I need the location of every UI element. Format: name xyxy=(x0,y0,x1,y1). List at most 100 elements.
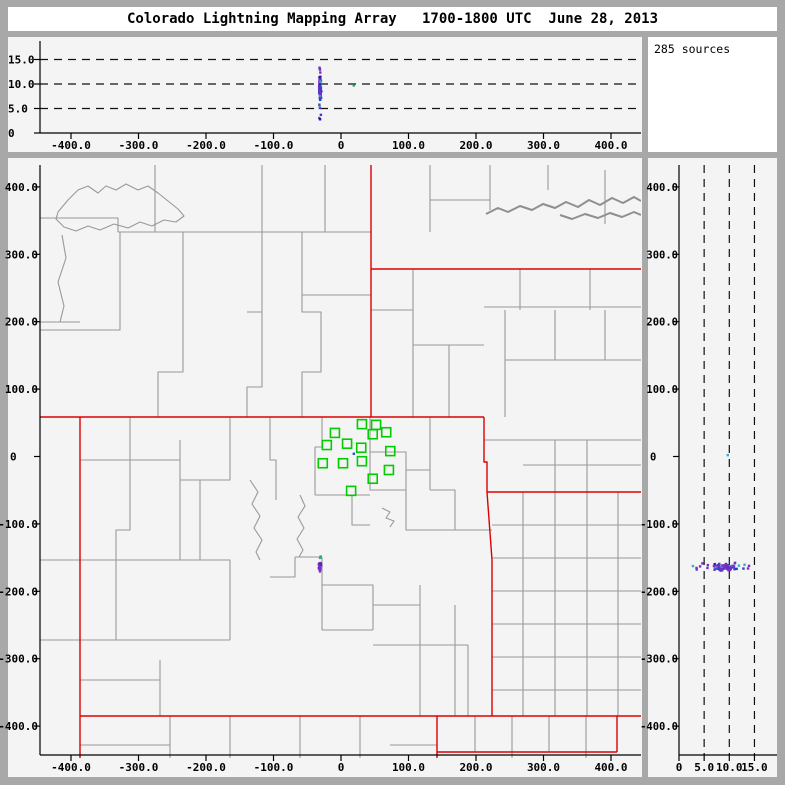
ew-distance-tick-label: -300.0 xyxy=(119,761,159,774)
ns-distance-tick-label: 300.0 xyxy=(646,249,678,261)
source-point xyxy=(698,565,702,568)
ew-distance-tick-label: -100.0 xyxy=(254,761,294,774)
source-point xyxy=(717,565,720,569)
lma-station-marker xyxy=(367,473,379,485)
ns-distance-tick-label: 100.0 xyxy=(5,383,38,396)
source-point xyxy=(318,116,321,120)
source-point xyxy=(318,66,321,69)
source-point xyxy=(318,94,322,98)
altitude-tick-label: 0 xyxy=(8,127,15,140)
altitude-tick-label: 0 xyxy=(676,761,683,774)
altitude-tick-label: 15.0 xyxy=(741,761,768,774)
source-point xyxy=(713,568,716,571)
ew-distance-tick-label: 400.0 xyxy=(594,139,627,152)
ns-distance-tick-label: 400.0 xyxy=(646,182,678,194)
source-point xyxy=(716,567,719,570)
source-point xyxy=(691,564,695,568)
ns-distance-tick-label: -300.0 xyxy=(0,653,38,666)
lma-station-marker xyxy=(317,457,329,469)
ns-distance-tick-label: -100.0 xyxy=(0,518,38,531)
source-point xyxy=(728,565,731,569)
ew-distance-tick-label: 300.0 xyxy=(527,761,560,774)
source-point xyxy=(318,570,322,573)
altitude-tick-label: 10.0 xyxy=(716,761,743,774)
source-point xyxy=(319,113,323,117)
source-point xyxy=(715,564,718,567)
ew-distance-tick-label: -200.0 xyxy=(186,761,226,774)
county-line xyxy=(180,417,231,481)
lma-station-marker xyxy=(355,442,367,454)
source-point xyxy=(712,564,716,568)
county-line xyxy=(249,479,263,561)
ns-distance-tick-label: 0 xyxy=(650,452,656,464)
source-point xyxy=(726,566,729,569)
ew-distance-tick-label: 100.0 xyxy=(392,761,425,774)
ns-distance-tick-label: -400.0 xyxy=(640,721,678,733)
county-line xyxy=(381,507,395,528)
county-line xyxy=(180,559,231,640)
source-point xyxy=(318,118,322,121)
lma-station-marker xyxy=(384,445,396,457)
source-point xyxy=(729,565,732,568)
ns-distance-tick-label: 200.0 xyxy=(5,316,38,329)
county-line xyxy=(301,232,322,417)
lma-station-marker xyxy=(370,419,382,431)
source-point xyxy=(318,568,321,571)
source-point xyxy=(319,82,322,85)
top-panel-plot-layer xyxy=(40,58,641,121)
source-point xyxy=(695,566,698,570)
panel-altitude-vs-ns xyxy=(648,158,777,777)
altitude-tick-label: 5.0 xyxy=(694,761,714,774)
county-line xyxy=(322,584,374,630)
ns-distance-tick-label: 0 xyxy=(10,451,17,464)
county-line xyxy=(351,495,370,526)
source-point xyxy=(318,105,321,108)
county-line xyxy=(57,234,67,323)
county-line xyxy=(405,490,492,531)
source-point xyxy=(742,567,745,570)
source-point xyxy=(722,567,726,570)
source-point xyxy=(746,567,750,570)
source-count-label: 285 sources xyxy=(654,42,731,56)
county-line xyxy=(296,494,306,558)
lma-station-marker xyxy=(356,455,368,467)
ew-distance-tick-label: 200.0 xyxy=(459,761,492,774)
ew-distance-tick-label: 100.0 xyxy=(392,139,425,152)
source-point xyxy=(726,453,729,457)
lma-station-marker xyxy=(367,428,379,440)
lma-station-marker xyxy=(356,418,368,430)
right-panel-plot-layer xyxy=(691,165,756,755)
county-line xyxy=(55,183,185,232)
map-plot-layer xyxy=(40,165,641,758)
lma-station-marker xyxy=(321,439,333,451)
ew-distance-tick-label: -400.0 xyxy=(51,139,91,152)
source-point xyxy=(724,563,727,567)
source-point xyxy=(730,564,734,568)
ew-distance-tick-label: -400.0 xyxy=(51,761,91,774)
source-point xyxy=(701,562,704,565)
ns-distance-tick-label: -200.0 xyxy=(640,586,678,598)
county-line xyxy=(270,557,296,578)
lma-station-marker xyxy=(337,457,349,469)
source-point xyxy=(719,566,722,570)
ew-distance-tick-label: -200.0 xyxy=(186,139,226,152)
source-point xyxy=(318,84,322,88)
source-point xyxy=(737,564,741,567)
source-point xyxy=(318,78,322,81)
source-point xyxy=(719,568,722,571)
source-point xyxy=(728,568,732,572)
ns-distance-tick-label: -100.0 xyxy=(640,519,678,531)
source-point xyxy=(352,452,356,456)
county-line xyxy=(157,232,184,417)
source-point xyxy=(318,91,322,94)
source-point xyxy=(733,562,737,565)
source-point xyxy=(318,106,322,110)
state-border-line xyxy=(486,491,493,716)
source-point xyxy=(318,565,321,568)
panel-source-count: 285 sources xyxy=(648,37,777,152)
source-point xyxy=(726,567,729,571)
source-point xyxy=(721,564,724,567)
ns-distance-tick-label: -400.0 xyxy=(0,720,38,733)
altitude-tick-label: 15.0 xyxy=(8,54,35,67)
